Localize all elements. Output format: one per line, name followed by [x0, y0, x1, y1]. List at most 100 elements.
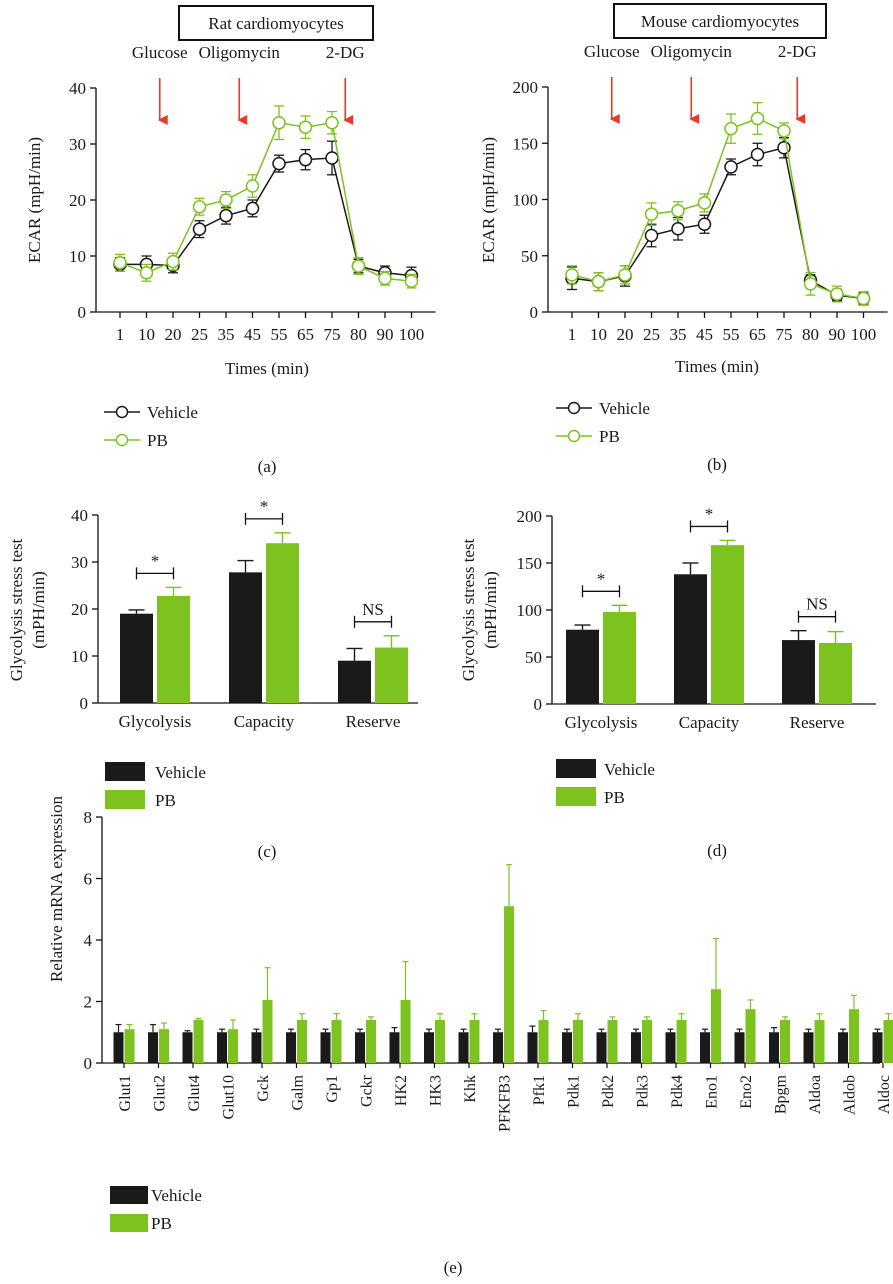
- data-point: [697, 196, 712, 210]
- x-tick-label-aldoa: Aldoa: [807, 1075, 824, 1114]
- legend-pb-label: PB: [147, 431, 168, 450]
- y-tick-label: 6: [84, 870, 93, 889]
- x-tick-label-35: 35: [218, 325, 235, 344]
- bar-vehicle-pdk2: [596, 1032, 607, 1063]
- data-point: [644, 228, 659, 243]
- panel-d-ylabel-line1: Glycolysis stress test: [459, 538, 478, 681]
- bar-pb-galm: [297, 1019, 307, 1063]
- x-tick-label-galm: Galm: [290, 1074, 307, 1110]
- x-tick-label-100: 100: [399, 325, 425, 344]
- bar-pb-eno1: [711, 989, 721, 1063]
- bar-pb-glut2: [159, 1029, 169, 1063]
- legend-vehicle-label: Vehicle: [604, 760, 655, 779]
- x-tick-label-75: 75: [324, 325, 341, 344]
- bar-vehicle-pdk4: [665, 1032, 676, 1063]
- y-tick-label: 200: [517, 507, 543, 526]
- bar-pb-capacity: [266, 543, 299, 703]
- legend-pb-label: PB: [604, 788, 625, 807]
- panel-c-ylabel-line1: Glycolysis stress test: [7, 538, 26, 681]
- bar-vehicle-capacity: [229, 572, 262, 703]
- panel-d-ylabel-line2: (mPH/min): [481, 571, 500, 648]
- panel-d-marks: * * NS: [566, 504, 852, 704]
- x-tick-label-glycolysis: Glycolysis: [119, 712, 192, 731]
- y-tick-label: 50: [521, 247, 538, 266]
- panel-a-xlabel: Times (min): [225, 359, 309, 378]
- data-point: [644, 207, 659, 221]
- bar-vehicle-pdk3: [631, 1032, 641, 1063]
- bar-pb-glut10: [228, 1029, 238, 1063]
- bar-pb-glut1: [124, 1029, 135, 1063]
- series-vehicle: [565, 136, 871, 306]
- x-tick-label-bpgm: Bpgm: [773, 1074, 790, 1114]
- x-tick-label-20: 20: [617, 325, 634, 344]
- bar-vehicle-gckr: [355, 1032, 365, 1063]
- x-tick-label-pfk1: Pfk1: [531, 1075, 548, 1105]
- data-point: [245, 179, 260, 193]
- x-tick-label-45: 45: [696, 325, 713, 344]
- data-point: [724, 160, 738, 174]
- x-tick-label-pdk3: Pdk3: [635, 1075, 652, 1108]
- bar-pb-pdk4: [676, 1019, 687, 1063]
- y-tick-label: 4: [84, 931, 93, 950]
- panel-b-xlabel: Times (min): [675, 357, 759, 376]
- data-point: [113, 255, 127, 270]
- bar-vehicle-glycolysis: [120, 613, 153, 703]
- x-tick-label-glut10: Glut10: [221, 1075, 238, 1119]
- bar-pb-pfk1: [538, 1019, 549, 1063]
- series-pb: [113, 105, 419, 289]
- bar-pb-gckr: [366, 1019, 376, 1063]
- y-tick-label: 2: [84, 993, 93, 1012]
- y-tick-label: 30: [71, 553, 88, 572]
- x-tick-label-10: 10: [138, 325, 155, 344]
- data-point: [219, 208, 233, 223]
- y-tick-label: 0: [78, 303, 87, 322]
- data-point: [166, 254, 180, 269]
- data-point: [298, 152, 313, 167]
- data-point: [192, 199, 207, 214]
- data-point: [139, 266, 154, 280]
- x-tick-label-eno2: Eno2: [738, 1075, 755, 1109]
- significance-label: NS: [806, 595, 828, 614]
- y-tick-label: 10: [69, 247, 86, 266]
- panel-label-e: (e): [444, 1258, 463, 1277]
- bar-pb-hk3: [435, 1019, 445, 1063]
- x-tick-label-reserve: Reserve: [346, 712, 401, 731]
- panel-a-legend: Vehicle PB: [104, 403, 198, 450]
- bar-pb-bpgm: [780, 1019, 790, 1063]
- x-tick-label-45: 45: [244, 325, 261, 344]
- y-tick-label: 20: [71, 600, 88, 619]
- data-point: [830, 287, 844, 301]
- y-tick-label: 30: [69, 135, 86, 154]
- x-tick-label-glut2: Glut2: [152, 1075, 169, 1111]
- bar-vehicle-gp1: [320, 1032, 331, 1063]
- x-tick-label-pdk4: Pdk4: [669, 1075, 686, 1108]
- significance-label: *: [260, 497, 269, 516]
- x-tick-label-20: 20: [165, 325, 182, 344]
- annotation-glucose: Glucose: [584, 42, 640, 61]
- legend-vehicle-label: Vehicle: [151, 1186, 202, 1205]
- y-tick-label: 0: [84, 1054, 93, 1073]
- title-box-mouse: [613, 3, 827, 39]
- panel-c-legend: Vehicle PB: [105, 762, 206, 810]
- panel-c-marks: * * NS: [120, 497, 408, 703]
- legend-vehicle-swatch: [105, 762, 145, 781]
- bar-vehicle-khk: [458, 1032, 469, 1063]
- data-point: [750, 147, 765, 162]
- x-tick-label-pfkfb3: PFKFB3: [497, 1075, 514, 1132]
- panel-label-b: (b): [707, 455, 727, 474]
- x-tick-label-khk: Khk: [462, 1075, 479, 1103]
- x-tick-label-pdk1: Pdk1: [566, 1075, 583, 1108]
- x-tick-label-25: 25: [191, 325, 208, 344]
- x-tick-label-1: 1: [116, 325, 125, 344]
- legend-vehicle-swatch: [556, 759, 596, 778]
- data-point: [219, 193, 233, 207]
- x-tick-label-1: 1: [568, 325, 577, 344]
- x-tick-label-glycolysis: Glycolysis: [565, 713, 638, 732]
- y-tick-label: 40: [69, 79, 86, 98]
- data-point: [671, 222, 685, 236]
- bar-vehicle-reserve: [338, 660, 371, 703]
- bar-vehicle-aldob: [838, 1032, 848, 1063]
